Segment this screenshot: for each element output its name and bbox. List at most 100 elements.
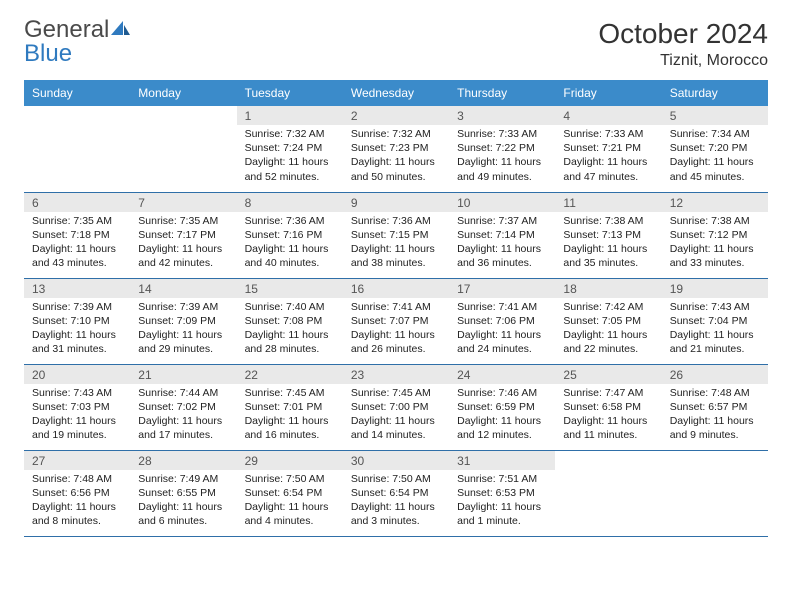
calendar-cell: 24Sunrise: 7:46 AMSunset: 6:59 PMDayligh… [449,364,555,450]
day-number: 25 [555,365,661,384]
daylight-text: Daylight: 11 hours and 33 minutes. [670,242,760,270]
sunset-text: Sunset: 7:08 PM [245,314,335,328]
calendar-cell: 8Sunrise: 7:36 AMSunset: 7:16 PMDaylight… [237,192,343,278]
weekday-header: Friday [555,80,661,106]
day-content: Sunrise: 7:48 AMSunset: 6:56 PMDaylight:… [24,470,130,533]
calendar-cell: 20Sunrise: 7:43 AMSunset: 7:03 PMDayligh… [24,364,130,450]
sunset-text: Sunset: 6:59 PM [457,400,547,414]
sunrise-text: Sunrise: 7:48 AM [32,472,122,486]
sunrise-text: Sunrise: 7:42 AM [563,300,653,314]
sunrise-text: Sunrise: 7:47 AM [563,386,653,400]
logo-sail-icon [109,18,131,42]
sunrise-text: Sunrise: 7:34 AM [670,127,760,141]
sunset-text: Sunset: 7:12 PM [670,228,760,242]
weekday-header: Tuesday [237,80,343,106]
day-number: 23 [343,365,449,384]
sunset-text: Sunset: 7:09 PM [138,314,228,328]
sunrise-text: Sunrise: 7:40 AM [245,300,335,314]
day-content: Sunrise: 7:35 AMSunset: 7:17 PMDaylight:… [130,212,236,275]
logo-text-2: Blue [24,40,72,67]
calendar-cell [130,106,236,192]
day-content: Sunrise: 7:36 AMSunset: 7:16 PMDaylight:… [237,212,343,275]
day-content: Sunrise: 7:45 AMSunset: 7:00 PMDaylight:… [343,384,449,447]
day-number: 9 [343,193,449,212]
day-number: 14 [130,279,236,298]
sunrise-text: Sunrise: 7:35 AM [138,214,228,228]
calendar-cell: 28Sunrise: 7:49 AMSunset: 6:55 PMDayligh… [130,450,236,536]
day-content: Sunrise: 7:50 AMSunset: 6:54 PMDaylight:… [237,470,343,533]
day-content: Sunrise: 7:46 AMSunset: 6:59 PMDaylight:… [449,384,555,447]
calendar-cell: 22Sunrise: 7:45 AMSunset: 7:01 PMDayligh… [237,364,343,450]
daylight-text: Daylight: 11 hours and 4 minutes. [245,500,335,528]
day-number: 28 [130,451,236,470]
sunrise-text: Sunrise: 7:36 AM [351,214,441,228]
calendar-cell: 5Sunrise: 7:34 AMSunset: 7:20 PMDaylight… [662,106,768,192]
daylight-text: Daylight: 11 hours and 26 minutes. [351,328,441,356]
calendar-cell: 3Sunrise: 7:33 AMSunset: 7:22 PMDaylight… [449,106,555,192]
sunset-text: Sunset: 6:54 PM [245,486,335,500]
day-number: 31 [449,451,555,470]
calendar-cell: 9Sunrise: 7:36 AMSunset: 7:15 PMDaylight… [343,192,449,278]
daylight-text: Daylight: 11 hours and 42 minutes. [138,242,228,270]
daylight-text: Daylight: 11 hours and 11 minutes. [563,414,653,442]
sunrise-text: Sunrise: 7:33 AM [563,127,653,141]
day-number: 18 [555,279,661,298]
day-content: Sunrise: 7:36 AMSunset: 7:15 PMDaylight:… [343,212,449,275]
sunrise-text: Sunrise: 7:32 AM [351,127,441,141]
sunset-text: Sunset: 7:20 PM [670,141,760,155]
daylight-text: Daylight: 11 hours and 29 minutes. [138,328,228,356]
sunset-text: Sunset: 7:01 PM [245,400,335,414]
calendar-cell: 14Sunrise: 7:39 AMSunset: 7:09 PMDayligh… [130,278,236,364]
sunrise-text: Sunrise: 7:51 AM [457,472,547,486]
calendar-cell: 18Sunrise: 7:42 AMSunset: 7:05 PMDayligh… [555,278,661,364]
day-content: Sunrise: 7:42 AMSunset: 7:05 PMDaylight:… [555,298,661,361]
day-content: Sunrise: 7:41 AMSunset: 7:06 PMDaylight:… [449,298,555,361]
day-content: Sunrise: 7:51 AMSunset: 6:53 PMDaylight:… [449,470,555,533]
day-content: Sunrise: 7:40 AMSunset: 7:08 PMDaylight:… [237,298,343,361]
calendar-cell [555,450,661,536]
day-number: 19 [662,279,768,298]
sunset-text: Sunset: 6:58 PM [563,400,653,414]
sunset-text: Sunset: 7:03 PM [32,400,122,414]
sunset-text: Sunset: 7:21 PM [563,141,653,155]
day-number: 8 [237,193,343,212]
header: GeneralBlue October 2024 Tiznit, Morocco [0,0,792,80]
calendar-cell: 21Sunrise: 7:44 AMSunset: 7:02 PMDayligh… [130,364,236,450]
daylight-text: Daylight: 11 hours and 22 minutes. [563,328,653,356]
sunrise-text: Sunrise: 7:45 AM [245,386,335,400]
sunrise-text: Sunrise: 7:50 AM [245,472,335,486]
sunrise-text: Sunrise: 7:41 AM [351,300,441,314]
calendar-cell: 30Sunrise: 7:50 AMSunset: 6:54 PMDayligh… [343,450,449,536]
sunset-text: Sunset: 6:54 PM [351,486,441,500]
title-block: October 2024 Tiznit, Morocco [598,18,768,70]
logo-text-1: General [24,16,109,43]
calendar-cell: 1Sunrise: 7:32 AMSunset: 7:24 PMDaylight… [237,106,343,192]
calendar-cell: 7Sunrise: 7:35 AMSunset: 7:17 PMDaylight… [130,192,236,278]
day-number: 3 [449,106,555,125]
sunrise-text: Sunrise: 7:44 AM [138,386,228,400]
day-number: 24 [449,365,555,384]
sunset-text: Sunset: 7:00 PM [351,400,441,414]
calendar-cell: 31Sunrise: 7:51 AMSunset: 6:53 PMDayligh… [449,450,555,536]
sunrise-text: Sunrise: 7:48 AM [670,386,760,400]
calendar-cell: 2Sunrise: 7:32 AMSunset: 7:23 PMDaylight… [343,106,449,192]
location-text: Tiznit, Morocco [598,52,768,70]
daylight-text: Daylight: 11 hours and 14 minutes. [351,414,441,442]
calendar-cell: 15Sunrise: 7:40 AMSunset: 7:08 PMDayligh… [237,278,343,364]
day-number: 4 [555,106,661,125]
daylight-text: Daylight: 11 hours and 47 minutes. [563,155,653,183]
daylight-text: Daylight: 11 hours and 40 minutes. [245,242,335,270]
sunset-text: Sunset: 7:04 PM [670,314,760,328]
sunrise-text: Sunrise: 7:38 AM [563,214,653,228]
sunrise-text: Sunrise: 7:49 AM [138,472,228,486]
calendar-cell: 10Sunrise: 7:37 AMSunset: 7:14 PMDayligh… [449,192,555,278]
calendar-cell: 27Sunrise: 7:48 AMSunset: 6:56 PMDayligh… [24,450,130,536]
day-content: Sunrise: 7:45 AMSunset: 7:01 PMDaylight:… [237,384,343,447]
calendar-row: 1Sunrise: 7:32 AMSunset: 7:24 PMDaylight… [24,106,768,192]
calendar-row: 6Sunrise: 7:35 AMSunset: 7:18 PMDaylight… [24,192,768,278]
sunset-text: Sunset: 7:05 PM [563,314,653,328]
daylight-text: Daylight: 11 hours and 50 minutes. [351,155,441,183]
calendar-row: 20Sunrise: 7:43 AMSunset: 7:03 PMDayligh… [24,364,768,450]
sunrise-text: Sunrise: 7:45 AM [351,386,441,400]
sunrise-text: Sunrise: 7:50 AM [351,472,441,486]
